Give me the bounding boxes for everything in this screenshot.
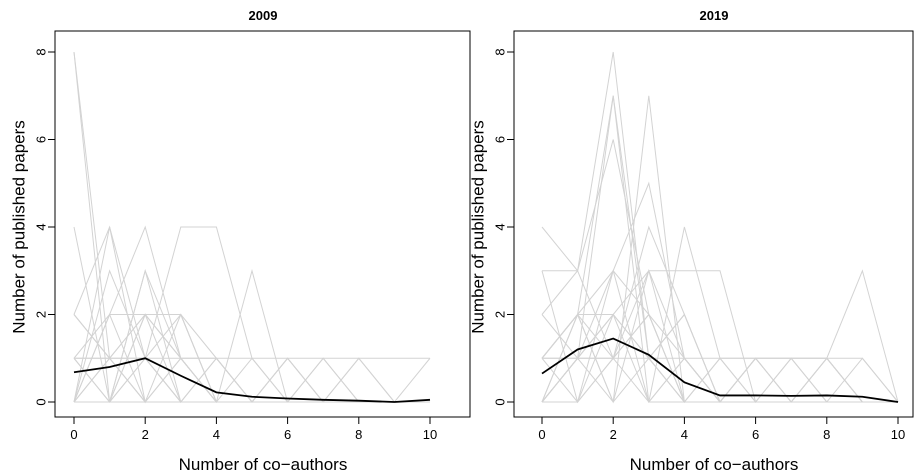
x-axis-label: Number of co−authors xyxy=(630,455,799,474)
mean-line xyxy=(541,337,899,403)
x-axis-label: Number of co−authors xyxy=(179,455,348,474)
chart-panel-2019: 2019 0 2 4 6 8 10 Number of co−authors 0 2 4 6 8 Numb… xyxy=(468,8,914,474)
y-axis-label: Number of published papers xyxy=(468,120,487,334)
background-line-19 xyxy=(542,313,898,403)
x-tick-label: 4 xyxy=(213,427,220,442)
y-tick-label: 4 xyxy=(492,223,507,230)
x-tick-label: 4 xyxy=(681,427,688,442)
chart-title: 2009 xyxy=(249,8,278,23)
background-line-15 xyxy=(541,269,898,404)
background-line-0 xyxy=(73,51,430,403)
y-tick-label: 0 xyxy=(492,398,507,405)
x-tick-label: 10 xyxy=(423,427,437,442)
background-line-1 xyxy=(73,51,430,403)
y-tick-label: 6 xyxy=(33,136,48,143)
x-tick-label: 0 xyxy=(70,427,77,442)
background-line-1 xyxy=(541,95,898,403)
x-tick-label: 8 xyxy=(823,427,830,442)
y-tick-label: 2 xyxy=(33,311,48,318)
x-tick-label: 2 xyxy=(610,427,617,442)
background-line-2 xyxy=(541,95,898,403)
chart-panel-2009: 2009 0 2 4 6 8 10 Number of co−authors 0 2 4 6 8 Numb… xyxy=(9,8,471,474)
y-tick-label: 6 xyxy=(492,136,507,143)
x-tick-label: 6 xyxy=(752,427,759,442)
y-axis-label: Number of published papers xyxy=(9,120,28,334)
x-tick-label: 6 xyxy=(284,427,291,442)
x-tick-label: 10 xyxy=(891,427,905,442)
chart-title: 2019 xyxy=(700,8,729,23)
y-tick-label: 8 xyxy=(492,48,507,55)
plot-frame xyxy=(513,30,914,418)
background-line-4 xyxy=(541,95,898,403)
y-tick-label: 0 xyxy=(33,398,48,405)
y-tick-label: 2 xyxy=(492,311,507,318)
background-line-10 xyxy=(74,268,430,404)
x-tick-label: 0 xyxy=(538,427,545,442)
x-tick-label: 2 xyxy=(142,427,149,442)
y-tick-label: 4 xyxy=(33,223,48,230)
x-tick-label: 8 xyxy=(355,427,362,442)
y-tick-label: 8 xyxy=(33,48,48,55)
plot-frame xyxy=(54,30,471,418)
